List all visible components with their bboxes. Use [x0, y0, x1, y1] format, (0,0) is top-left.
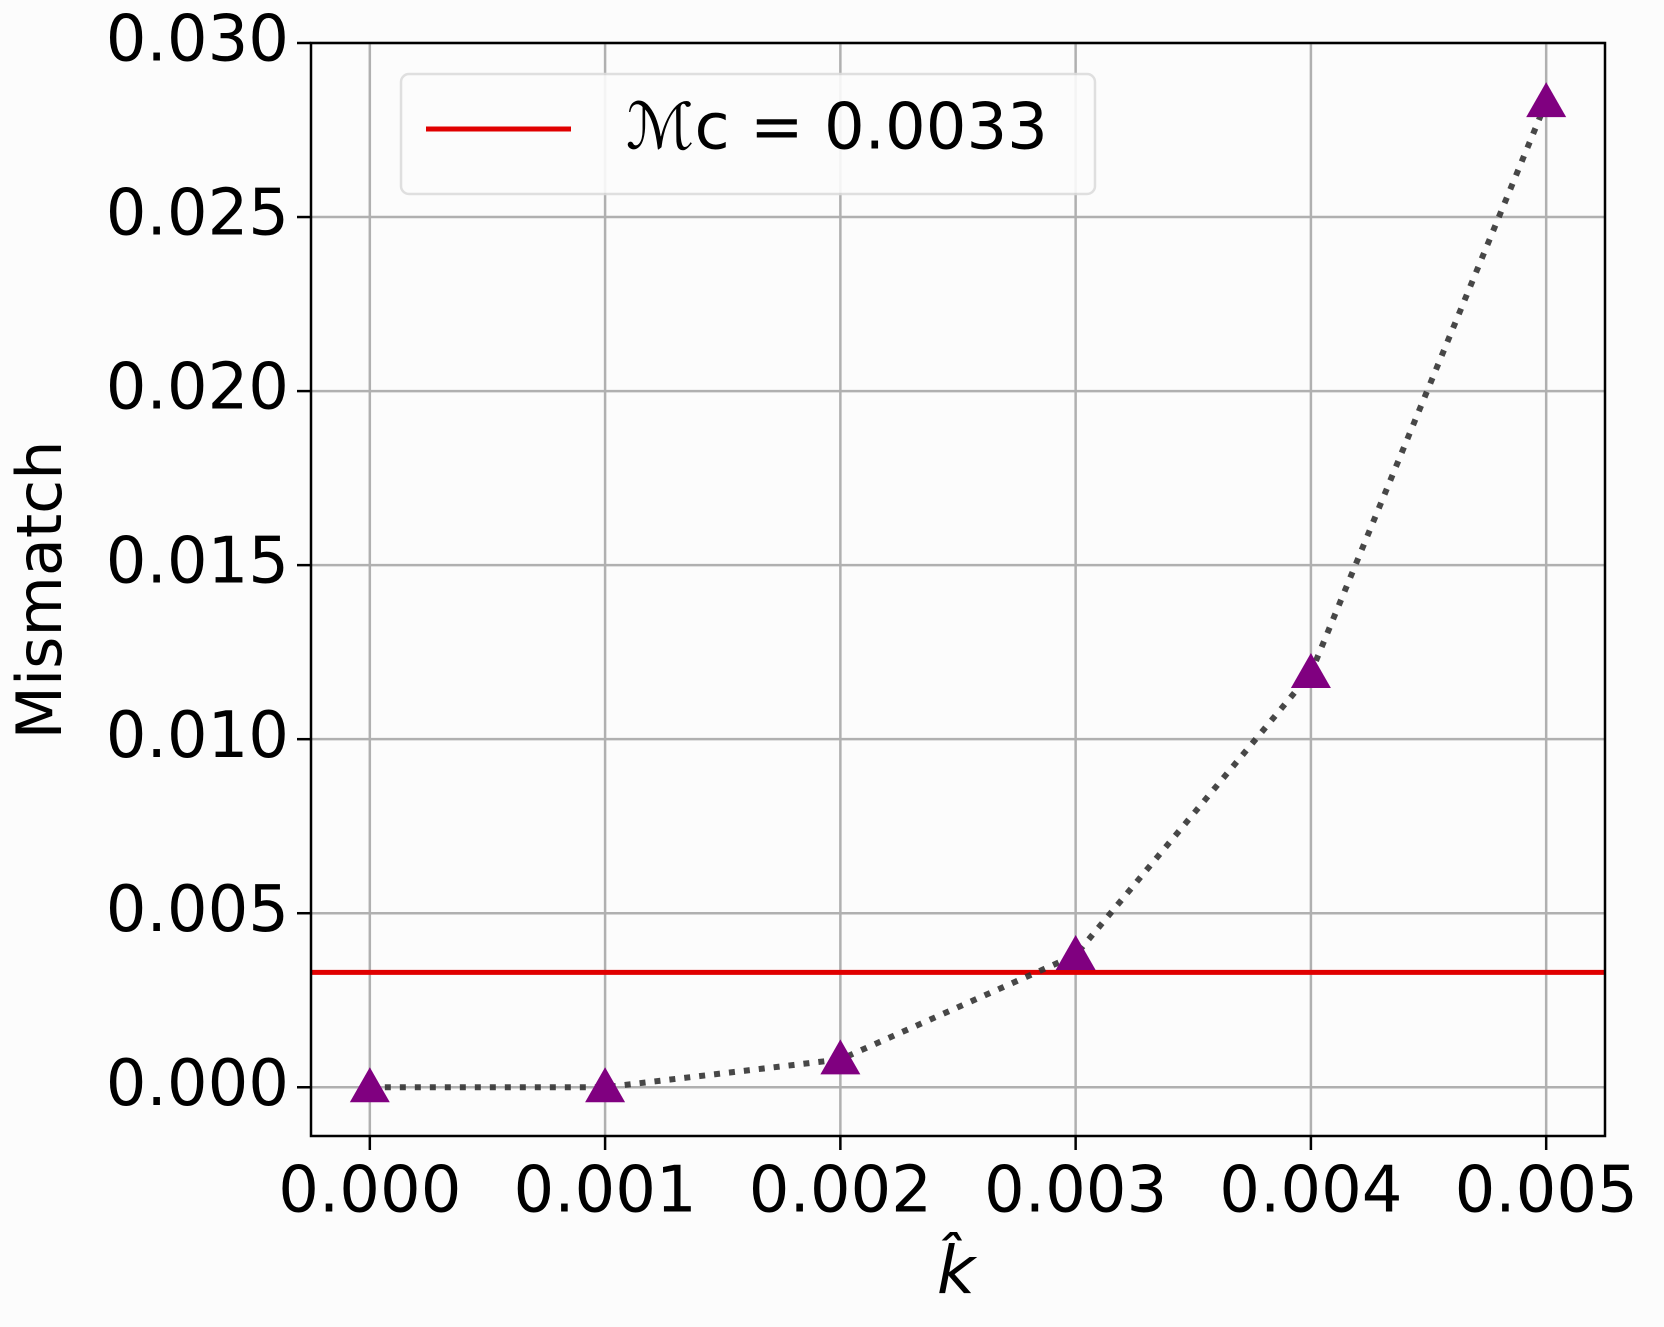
legend-label: ℳc = 0.0033 [626, 91, 1048, 165]
y-tick-label: 0.025 [106, 177, 289, 251]
marker [349, 1067, 390, 1103]
marker [820, 1039, 861, 1075]
marker [1290, 653, 1331, 689]
x-tick-label: 0.005 [1455, 1154, 1638, 1228]
series-line [369, 101, 1549, 1091]
x-tick-label: 0.002 [749, 1154, 932, 1228]
y-axis-label: Mismatch [3, 440, 76, 739]
x-tick-label: 0.000 [278, 1154, 461, 1228]
x-axis-label: k̂ [937, 1231, 978, 1309]
x-tick-label: 0.004 [1219, 1154, 1402, 1228]
marker [1526, 82, 1567, 118]
y-tick-label: 0.020 [106, 351, 289, 425]
y-tick-label: 0.015 [106, 525, 289, 599]
axes-frame [309, 41, 1607, 1138]
y-tick-label: 0.030 [106, 3, 289, 77]
legend-box [399, 72, 1097, 196]
y-tick-label: 0.005 [106, 873, 289, 947]
marker [585, 1067, 626, 1103]
marker [1055, 934, 1096, 970]
x-tick-label: 0.003 [984, 1154, 1167, 1228]
x-tick-label: 0.001 [513, 1154, 696, 1228]
y-tick-label: 0.000 [106, 1047, 289, 1121]
y-tick-label: 0.010 [106, 699, 289, 773]
